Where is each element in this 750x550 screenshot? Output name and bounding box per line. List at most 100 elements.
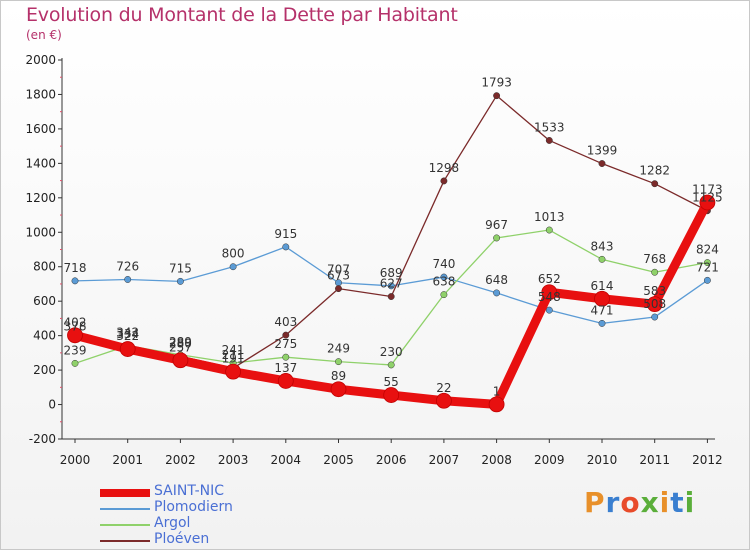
legend-swatch	[100, 508, 150, 510]
y-tick-label: 1800	[25, 87, 56, 101]
data-point	[651, 180, 659, 188]
data-label: 55	[384, 375, 399, 389]
legend-swatch	[100, 524, 150, 526]
data-point	[330, 381, 347, 398]
data-label: 334	[116, 327, 139, 341]
data-label: 275	[274, 337, 297, 351]
y-tick-label: 1400	[25, 156, 56, 170]
brand-letter: i	[684, 486, 696, 519]
data-label: 89	[331, 369, 346, 383]
data-point	[651, 268, 659, 276]
data-label: 718	[64, 261, 87, 275]
data-label: 800	[222, 247, 245, 261]
data-point	[282, 331, 290, 339]
data-label: 614	[591, 279, 614, 293]
data-label: 740	[432, 257, 455, 271]
x-tick-label: 2003	[218, 453, 249, 467]
data-point	[119, 341, 136, 357]
x-tick-label: 2007	[429, 453, 460, 467]
data-label: 638	[432, 275, 455, 289]
data-point	[598, 255, 606, 263]
chart-subtitle: (en €)	[26, 28, 62, 42]
data-point	[71, 359, 79, 367]
x-tick-label: 2011	[639, 453, 670, 467]
data-label: 1793	[481, 76, 512, 90]
data-point	[282, 243, 290, 251]
x-tick-label: 2004	[271, 453, 302, 467]
data-point	[383, 387, 400, 403]
data-point	[493, 234, 501, 242]
brand-logo: Proxiti	[584, 486, 695, 519]
x-tick-label: 2001	[112, 453, 143, 467]
data-point	[545, 306, 553, 314]
y-tick-label: 1600	[25, 122, 56, 136]
data-point	[703, 259, 711, 267]
y-tick-label: 0	[48, 398, 56, 412]
data-label: 257	[169, 340, 192, 354]
data-label: 1298	[429, 161, 460, 175]
data-label: 241	[222, 343, 245, 357]
data-point	[493, 92, 501, 100]
data-label: 843	[591, 239, 614, 253]
brand-letter: t	[670, 486, 685, 519]
data-label: 1125	[692, 191, 723, 205]
x-tick-label: 2009	[534, 453, 565, 467]
data-point	[229, 263, 237, 271]
data-label: 211	[222, 348, 245, 362]
x-tick-label: 2002	[165, 453, 196, 467]
brand-letter: i	[659, 486, 671, 519]
data-label: 967	[485, 218, 508, 232]
data-label: 403	[274, 315, 297, 329]
data-label: 289	[169, 335, 192, 349]
data-point	[594, 290, 610, 307]
data-label: 726	[116, 259, 139, 273]
y-tick-label: 200	[33, 363, 56, 377]
data-label: 1399	[587, 144, 618, 158]
data-point	[124, 276, 132, 283]
x-tick-label: 2005	[323, 453, 354, 467]
data-point	[335, 358, 342, 366]
data-point	[598, 319, 606, 327]
data-point	[67, 327, 83, 344]
data-point	[71, 277, 79, 285]
data-point	[277, 373, 294, 389]
data-label: 1013	[534, 210, 565, 224]
data-point	[545, 226, 553, 234]
data-label: 508	[643, 297, 666, 311]
legend-label: SAINT-NIC	[154, 483, 225, 499]
y-tick-label: 600	[33, 294, 56, 308]
data-point	[440, 177, 448, 185]
data-label: 1173	[692, 182, 723, 196]
x-tick-label: 2006	[376, 453, 407, 467]
data-label: 583	[643, 284, 666, 298]
data-point	[488, 396, 505, 413]
data-point	[387, 293, 395, 300]
data-point	[176, 277, 184, 285]
data-point	[545, 137, 553, 144]
data-point	[541, 284, 558, 301]
x-tick-label: 2008	[481, 453, 512, 467]
data-label: 689	[380, 266, 403, 280]
legend-label: Ploéven	[154, 531, 210, 547]
data-label: 378	[64, 319, 87, 333]
data-label: 1	[493, 384, 501, 398]
data-label: 707	[327, 263, 350, 277]
data-point	[440, 273, 448, 281]
brand-letter: x	[640, 486, 660, 519]
legend-swatch	[100, 540, 150, 542]
data-label: 230	[380, 345, 403, 359]
data-label: 648	[485, 273, 508, 287]
brand-letter: r	[605, 486, 621, 519]
data-point	[598, 160, 606, 167]
y-tick-label: 1200	[25, 191, 56, 205]
data-label: 824	[696, 243, 719, 257]
data-label: 721	[696, 260, 719, 274]
legend-label: Plomodiern	[154, 499, 233, 515]
y-tick-label: 800	[33, 260, 56, 274]
data-point	[651, 313, 659, 321]
data-label: 22	[436, 381, 451, 395]
chart-title: Evolution du Montant de la Dette par Hab…	[26, 4, 458, 26]
data-point	[172, 352, 189, 369]
